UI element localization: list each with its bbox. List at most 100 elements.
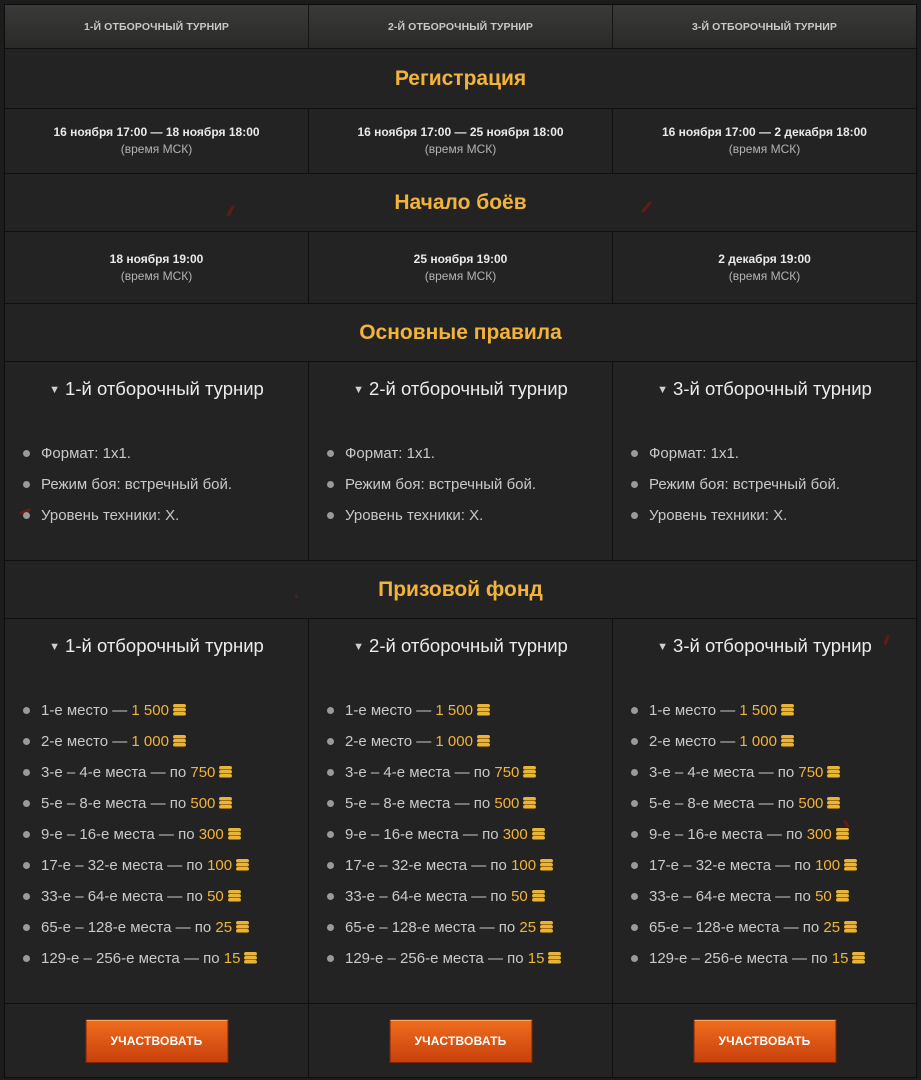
tab-tournament-3[interactable]: 3-Й ОТБОРОЧНЫЙ ТУРНИР bbox=[612, 5, 916, 48]
prize-item: 129-е – 256-е места — по 15 bbox=[631, 943, 910, 974]
gold-coins-icon bbox=[235, 921, 251, 933]
rules-list: Формат: 1х1. Режим боя: встречный бой. Уро… bbox=[631, 438, 910, 531]
tournament-tabs: 1-Й ОТБОРОЧНЫЙ ТУРНИР 2-Й ОТБОРОЧНЫЙ ТУР… bbox=[5, 5, 916, 49]
prize-amount: 100 bbox=[511, 857, 537, 874]
bullet-icon bbox=[23, 707, 30, 714]
bullet-icon bbox=[631, 893, 638, 900]
prize-amount: 1 000 bbox=[435, 733, 473, 750]
tournament-heading[interactable]: ▼ 3-й отборочный турнир bbox=[613, 378, 916, 400]
prize-item: 129-е – 256-е места — по 15 bbox=[327, 943, 606, 974]
prize-item: 5-е – 8-е места — по 500 bbox=[327, 788, 606, 819]
participate-cell: УЧАСТВОВАТЬ bbox=[5, 1004, 308, 1077]
registration-dates: 16 ноября 17:00 — 18 ноября 18:00 bbox=[53, 125, 260, 139]
gold-coins-icon bbox=[522, 797, 538, 809]
prize-place-label: 9-е – 16-е места — по bbox=[41, 826, 199, 843]
prize-place-label: 33-е – 64-е места — по bbox=[649, 888, 816, 905]
tournament-heading-label: 1-й отборочный турнир bbox=[65, 635, 264, 656]
prize-item: 5-е – 8-е места — по 500 bbox=[23, 788, 302, 819]
prize-place-label: 33-е – 64-е места — по bbox=[41, 888, 208, 905]
bullet-icon bbox=[631, 707, 638, 714]
tournament-heading-label: 3-й отборочный турнир bbox=[673, 635, 872, 656]
gold-coins-icon bbox=[218, 766, 234, 778]
gold-coins-icon bbox=[780, 735, 796, 747]
battle-start-cell: 18 ноября 19:00 (время МСК) bbox=[5, 232, 308, 303]
gold-coins-icon bbox=[851, 952, 867, 964]
rule-text: Режим боя: встречный бой. bbox=[649, 476, 841, 493]
tournament-heading[interactable]: ▼ 1-й отборочный турнир bbox=[5, 635, 308, 657]
tournament-heading-label: 2-й отборочный турнир bbox=[369, 378, 568, 399]
prize-item: 129-е – 256-е места — по 15 bbox=[23, 943, 302, 974]
registration-dates: 16 ноября 17:00 — 2 декабря 18:00 bbox=[662, 125, 867, 139]
gold-coins-icon bbox=[835, 828, 851, 840]
prize-amount: 25 bbox=[823, 919, 841, 936]
participate-button-tournament-1[interactable]: УЧАСТВОВАТЬ bbox=[85, 1019, 228, 1063]
tournament-heading-label: 2-й отборочный турнир bbox=[369, 635, 568, 656]
prize-item: 2-е место — 1 000 bbox=[631, 726, 910, 757]
timezone-note: (время МСК) bbox=[728, 142, 801, 156]
bullet-icon bbox=[631, 450, 638, 457]
prize-place-label: 129-е – 256-е места — по bbox=[649, 950, 832, 967]
triangle-down-icon: ▼ bbox=[49, 384, 61, 396]
gold-coins-icon bbox=[826, 766, 842, 778]
prize-amount: 750 bbox=[190, 764, 216, 781]
bullet-icon bbox=[23, 769, 30, 776]
prize-item: 3-е – 4-е места — по 750 bbox=[631, 757, 910, 788]
prize-amount: 15 bbox=[831, 950, 849, 967]
tournament-heading[interactable]: ▼ 1-й отборочный турнир bbox=[5, 378, 308, 400]
tournament-table: 1-Й ОТБОРОЧНЫЙ ТУРНИР 2-Й ОТБОРОЧНЫЙ ТУР… bbox=[4, 4, 917, 1078]
rules-row: ▼ 1-й отборочный турнир Формат: 1х1. Режим … bbox=[5, 361, 916, 560]
prize-place-label: 65-е – 128-е места — по bbox=[41, 919, 216, 936]
tournament-heading[interactable]: ▼ 3-й отборочный турнир bbox=[613, 635, 916, 657]
participate-button-tournament-2[interactable]: УЧАСТВОВАТЬ bbox=[389, 1019, 532, 1063]
timezone-note: (время МСК) bbox=[120, 142, 193, 156]
prize-item: 33-е – 64-е места — по 50 bbox=[23, 881, 302, 912]
gold-coins-icon bbox=[531, 828, 547, 840]
prize-amount: 300 bbox=[806, 826, 832, 843]
tournament-heading[interactable]: ▼ 2-й отборочный турнир bbox=[309, 378, 612, 400]
prize-column: ▼ 1-й отборочный турнир 1-е место — 1 500 2… bbox=[5, 619, 308, 1003]
rules-column: ▼ 3-й отборочный турнир Формат: 1х1. Режим … bbox=[612, 362, 916, 560]
prize-amount: 300 bbox=[502, 826, 528, 843]
bullet-icon bbox=[631, 862, 638, 869]
prize-place-label: 2-е место — bbox=[41, 733, 132, 750]
prize-place-label: 17-е – 32-е места — по bbox=[41, 857, 208, 874]
triangle-down-icon: ▼ bbox=[657, 384, 669, 396]
tab-tournament-1[interactable]: 1-Й ОТБОРОЧНЫЙ ТУРНИР bbox=[83, 20, 229, 33]
prize-amount: 50 bbox=[815, 888, 832, 905]
prize-amount: 1 500 bbox=[435, 702, 473, 719]
prize-amount: 750 bbox=[494, 764, 520, 781]
prize-place-label: 1-е место — bbox=[345, 702, 436, 719]
prize-item: 1-е место — 1 500 bbox=[631, 695, 910, 726]
tournament-heading[interactable]: ▼ 2-й отборочный турнир bbox=[309, 635, 612, 657]
battle-start-date: 25 ноября 19:00 bbox=[413, 251, 508, 266]
rule-text: Уровень техники: X. bbox=[345, 507, 484, 524]
prize-item: 2-е место — 1 000 bbox=[327, 726, 606, 757]
bullet-icon bbox=[327, 512, 334, 519]
prize-column: ▼ 3-й отборочный турнир 1-е место — 1 500 2… bbox=[612, 619, 916, 1003]
prize-amount: 15 bbox=[223, 950, 241, 967]
rule-text: Формат: 1х1. bbox=[41, 445, 131, 462]
bullet-icon bbox=[23, 955, 30, 962]
rule-text: Режим боя: встречный бой. bbox=[41, 476, 233, 493]
prize-item: 5-е – 8-е места — по 500 bbox=[631, 788, 910, 819]
rules-list: Формат: 1х1. Режим боя: встречный бой. Уро… bbox=[23, 438, 302, 531]
prize-list: 1-е место — 1 500 2-е место — 1 000 3-е – … bbox=[327, 695, 606, 974]
prize-item: 1-е место — 1 500 bbox=[23, 695, 302, 726]
prize-place-label: 5-е – 8-е места — по bbox=[649, 795, 799, 812]
prize-list: 1-е место — 1 500 2-е место — 1 000 3-е – … bbox=[23, 695, 302, 974]
bullet-icon bbox=[327, 738, 334, 745]
prize-amount: 300 bbox=[198, 826, 224, 843]
prize-amount: 25 bbox=[215, 919, 233, 936]
prize-amount: 1 500 bbox=[739, 702, 777, 719]
gold-coins-icon bbox=[843, 921, 859, 933]
gold-coins-icon bbox=[843, 859, 859, 871]
gold-coins-icon bbox=[172, 735, 188, 747]
tab-tournament-2[interactable]: 2-Й ОТБОРОЧНЫЙ ТУРНИР bbox=[308, 5, 612, 48]
registration-dates: 16 ноября 17:00 — 25 ноября 18:00 bbox=[357, 125, 564, 139]
prize-amount: 500 bbox=[798, 795, 824, 812]
prize-place-label: 1-е место — bbox=[41, 702, 132, 719]
bullet-icon bbox=[631, 738, 638, 745]
rule-item: Формат: 1х1. bbox=[23, 438, 302, 469]
bullet-icon bbox=[23, 481, 30, 488]
participate-button-tournament-3[interactable]: УЧАСТВОВАТЬ bbox=[693, 1019, 836, 1063]
